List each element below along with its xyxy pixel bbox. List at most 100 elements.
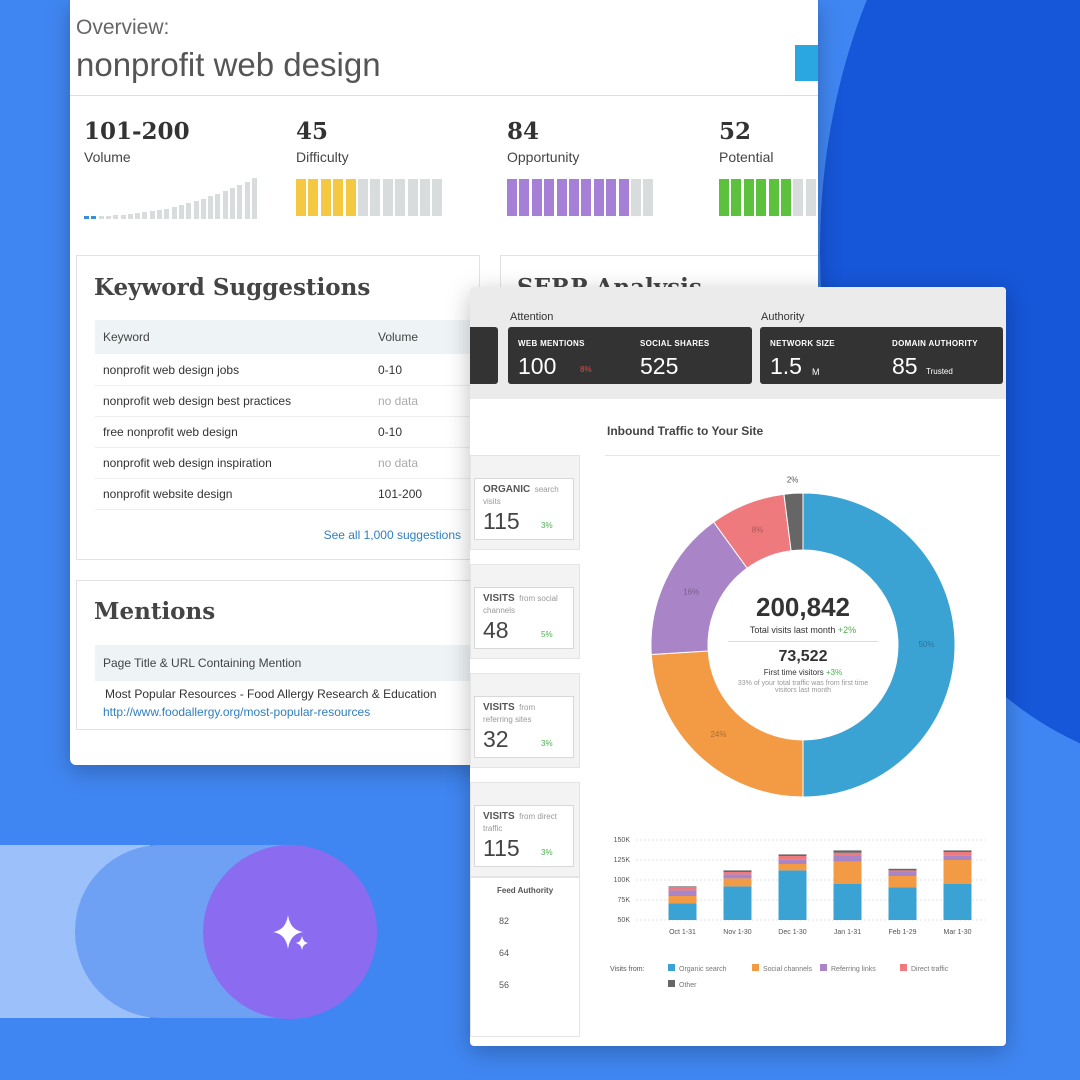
y-tick-label: 150K (614, 837, 631, 844)
legend-label: Organic search (679, 966, 727, 973)
meter-segment (569, 179, 579, 216)
volume-bar (244, 181, 250, 219)
stat-box (470, 327, 498, 384)
volume-bar (157, 209, 162, 219)
bar-segment (668, 890, 697, 896)
donut-note: 33% of your total traffic was from first… (737, 680, 869, 694)
channel-box: VISITS from referring sites 32 3% (474, 696, 574, 758)
overview-label: Overview: (76, 16, 170, 39)
meter-segment (768, 179, 779, 216)
x-tick-label: Jan 1-31 (834, 929, 861, 936)
bar-segment (943, 850, 972, 852)
meter-segment (556, 179, 567, 216)
channel-value: 115 (483, 835, 520, 861)
bar-segment (723, 872, 752, 875)
volume-bar (215, 193, 221, 219)
meter-segment (756, 179, 767, 216)
legend-label: Other (679, 982, 697, 989)
keyword-title: nonprofit web design (76, 46, 381, 83)
stat-label: DOMAIN AUTHORITY (892, 339, 978, 348)
channel-subtitle: from social channels (483, 594, 558, 615)
volume-bar (251, 178, 257, 219)
stat-value: 85 (892, 353, 918, 379)
bar-segment (778, 870, 807, 920)
bar-segment (668, 896, 697, 904)
channel-subtitle: from direct traffic (483, 812, 557, 833)
sparkle-icon (273, 915, 303, 949)
meter-segment (345, 179, 356, 216)
bar-segment (943, 884, 972, 920)
volume-bar (113, 215, 119, 219)
meter-segment (308, 179, 319, 216)
channel-change: 3% (541, 739, 553, 748)
total-visits: 200,842 (756, 592, 850, 622)
channel-value: 48 (483, 617, 509, 643)
first-time-change: +3% (826, 668, 843, 677)
stat-box: NETWORK SIZE 1.5 M DOMAIN AUTHORITY 85 T… (760, 327, 1003, 384)
bar-segment (778, 854, 807, 856)
site-panel: Attention Authority WEB MENTIONS 100 8% … (470, 287, 1006, 1046)
meter-segment (358, 179, 368, 216)
donut-slice (802, 492, 956, 798)
bar-segment (778, 859, 807, 864)
volume: 0-10 (378, 425, 403, 439)
divider (728, 641, 878, 642)
charts: 50% 24% 16% 8% 2% 50K 75K 100K 125K 150K Oct 1-31 N… (610, 475, 985, 989)
metric-label: Volume (84, 149, 131, 165)
x-tick-label: Dec 1-30 (778, 929, 807, 936)
legend-title: Visits from: (610, 966, 645, 973)
legend-label: Direct traffic (911, 966, 949, 973)
slice-label: 50% (918, 640, 934, 649)
mention-title: Most Popular Resources - Food Allergy Re… (105, 687, 437, 701)
metric: 101-200 Volume (84, 118, 257, 219)
bar-segment (668, 886, 697, 888)
mention-url[interactable]: http://www.foodallergy.org/most-popular-… (103, 705, 371, 719)
donut-slice (650, 650, 804, 798)
meter-segment (618, 179, 629, 216)
metric-label: Potential (719, 149, 774, 165)
x-tick-label: Oct 1-31 (669, 929, 696, 936)
legend-swatch (900, 964, 907, 971)
table-row: nonprofit website design 101-200 (95, 479, 481, 510)
channel-box: VISITS from direct traffic 115 3% (474, 805, 574, 867)
stat-change: 8% (580, 365, 592, 374)
channel-name: VISITS (483, 811, 515, 822)
channel-value: 32 (483, 726, 509, 752)
slice-label: 2% (787, 475, 799, 484)
meter-segment (296, 179, 306, 216)
meter-segment (593, 179, 604, 216)
volume-bar (193, 201, 199, 219)
stat-label: NETWORK SIZE (770, 339, 835, 348)
stat-value: 1.5 (770, 353, 802, 379)
bar-segment (943, 852, 972, 856)
group-title: Attention (510, 311, 554, 323)
feed-authority-value: 82 (499, 916, 510, 926)
feed-authority-value: 56 (499, 980, 510, 990)
group-title: Authority (761, 311, 805, 323)
metric-label: Difficulty (296, 149, 349, 165)
channel-change: 3% (541, 521, 553, 530)
meter-segment (544, 179, 555, 216)
legend-label: Referring links (831, 966, 876, 973)
channel-box: VISITS from social channels 48 5% (474, 587, 574, 649)
stat-label: WEB MENTIONS (518, 339, 585, 348)
stat-unit: M (812, 367, 820, 377)
meter-segment (407, 179, 418, 216)
volume: 0-10 (378, 363, 403, 377)
column-header: Volume (378, 330, 419, 344)
channel-change: 3% (541, 848, 553, 857)
channel-box: ORGANIC search visits 115 3% (474, 478, 574, 540)
bar-segment (888, 872, 917, 876)
x-tick-label: Feb 1-29 (888, 929, 916, 936)
feed-authority-column: Feed Authority 82 64 56 (470, 877, 580, 1037)
meter-segment (643, 179, 654, 216)
keyword: free nonprofit web design (103, 425, 238, 439)
volume-bar (127, 214, 133, 219)
channel-name: ORGANIC (483, 484, 531, 495)
divider (70, 95, 818, 96)
channel-card: ORGANIC search visits 115 3% (470, 455, 580, 550)
add-button[interactable] (795, 45, 818, 81)
see-all-link[interactable]: See all 1,000 suggestions (323, 528, 461, 542)
stat-value: 525 (640, 353, 679, 379)
